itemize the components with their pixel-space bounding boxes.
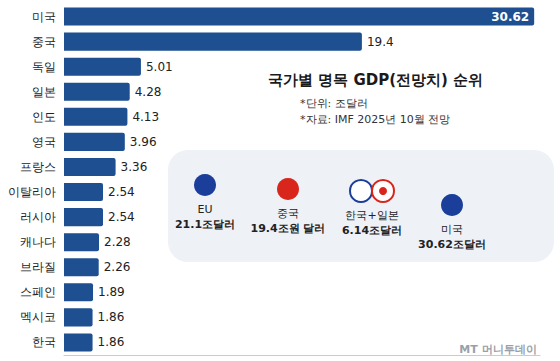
svg-text:멕시코: 멕시코 <box>20 310 56 324</box>
svg-text:30.62조달러: 30.62조달러 <box>418 238 486 251</box>
svg-text:1.86: 1.86 <box>98 310 125 324</box>
svg-text:2.28: 2.28 <box>104 235 131 249</box>
svg-text:19.4조원 달러: 19.4조원 달러 <box>251 222 326 235</box>
svg-text:MT 머니투데이: MT 머니투데이 <box>459 343 536 356</box>
svg-text:국가별 명목 GDP(전망치) 순위: 국가별 명목 GDP(전망치) 순위 <box>268 71 483 89</box>
svg-text:2.54: 2.54 <box>108 210 135 224</box>
svg-text:중국: 중국 <box>32 35 56 49</box>
svg-text:한국+일본: 한국+일본 <box>345 209 398 222</box>
svg-text:*단위: 조달러: *단위: 조달러 <box>300 97 368 110</box>
svg-text:EU: EU <box>197 203 212 216</box>
svg-text:4.28: 4.28 <box>135 85 162 99</box>
svg-text:*자료: IMF 2025년 10월 전망: *자료: IMF 2025년 10월 전망 <box>300 113 450 126</box>
svg-text:3.96: 3.96 <box>130 135 157 149</box>
svg-text:21.1조달러: 21.1조달러 <box>175 218 235 231</box>
svg-text:1.86: 1.86 <box>98 335 125 349</box>
svg-text:3.36: 3.36 <box>121 160 148 174</box>
svg-text:미국: 미국 <box>32 10 56 24</box>
svg-text:중국: 중국 <box>277 207 299 220</box>
svg-text:2.26: 2.26 <box>104 260 131 274</box>
svg-text:이탈리아: 이탈리아 <box>8 185 56 199</box>
svg-text:브라질: 브라질 <box>20 260 56 274</box>
svg-text:5.01: 5.01 <box>146 60 173 74</box>
svg-text:30.62: 30.62 <box>491 10 529 24</box>
svg-text:캐나다: 캐나다 <box>20 235 56 249</box>
svg-text:러시아: 러시아 <box>20 210 56 224</box>
svg-text:6.14조달러: 6.14조달러 <box>342 224 402 237</box>
svg-text:프랑스: 프랑스 <box>20 160 56 174</box>
svg-text:인도: 인도 <box>32 110 56 124</box>
svg-text:19.4: 19.4 <box>367 35 394 49</box>
svg-text:영국: 영국 <box>32 135 56 149</box>
svg-text:스페인: 스페인 <box>20 285 56 299</box>
svg-text:4.13: 4.13 <box>132 110 159 124</box>
svg-text:독일: 독일 <box>32 60 56 74</box>
svg-text:일본: 일본 <box>32 85 56 99</box>
svg-text:1.89: 1.89 <box>98 285 125 299</box>
svg-text:2.54: 2.54 <box>108 185 135 199</box>
svg-text:미국: 미국 <box>441 223 463 236</box>
svg-text:한국: 한국 <box>32 335 56 349</box>
